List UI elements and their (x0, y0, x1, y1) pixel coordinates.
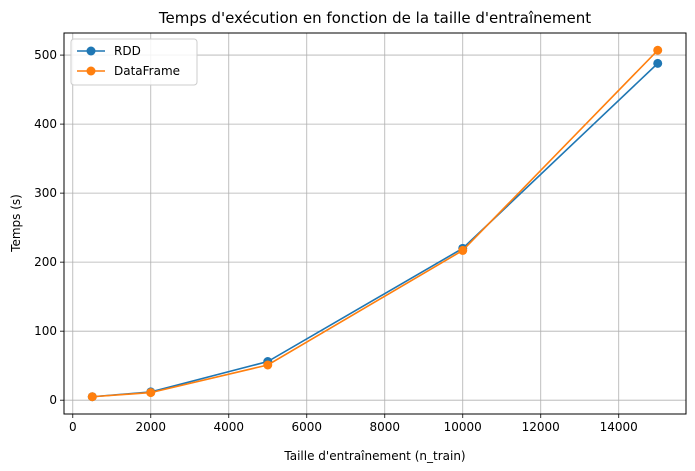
x-tick-label: 12000 (522, 420, 560, 434)
legend-label: RDD (114, 44, 141, 58)
data-point (458, 245, 468, 255)
series-line-1 (92, 49, 659, 398)
series-layer (87, 45, 663, 402)
x-tick-label: 14000 (600, 420, 638, 434)
data-point (653, 58, 663, 68)
y-ticks: 0 100 200 300 400 500 (34, 48, 64, 407)
x-tick-label: 6000 (291, 420, 322, 434)
data-point (653, 45, 663, 55)
data-point (146, 388, 156, 398)
x-tick-label: 10000 (444, 420, 482, 434)
y-tick-label: 0 (49, 393, 57, 407)
plot-frame (63, 32, 687, 415)
y-tick-label: 300 (34, 186, 57, 200)
x-axis-label: Taille d'entraînement (n_train) (283, 449, 465, 463)
x-ticks: 0 2000 4000 6000 8000 10000 12000 14000 (69, 414, 638, 434)
legend-label: DataFrame (114, 64, 180, 78)
y-tick-label: 100 (34, 324, 57, 338)
data-point (87, 392, 97, 402)
legend: RDD DataFrame (70, 38, 198, 86)
x-tick-label: 2000 (135, 420, 166, 434)
x-tick-label: 4000 (213, 420, 244, 434)
y-tick-label: 400 (34, 117, 57, 131)
data-point (263, 360, 273, 370)
chart-title: Temps d'exécution en fonction de la tail… (158, 9, 591, 27)
legend-marker (86, 46, 96, 56)
x-tick-label: 8000 (369, 420, 400, 434)
y-tick-label: 500 (34, 48, 57, 62)
y-tick-label: 200 (34, 255, 57, 269)
y-axis-label: Temps (s) (9, 194, 23, 253)
series-line-0 (92, 62, 659, 398)
legend-marker (86, 66, 96, 76)
grid (64, 33, 686, 414)
x-tick-label: 0 (69, 420, 77, 434)
